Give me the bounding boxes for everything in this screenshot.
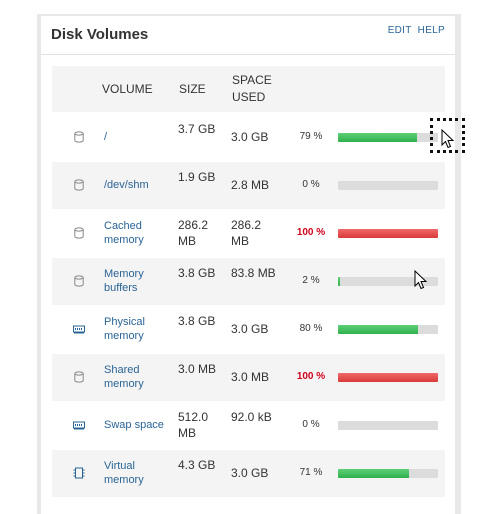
table-header: VOLUME SIZE SPACE USED xyxy=(52,66,445,113)
ram-icon xyxy=(73,419,85,431)
volume-space-used: 92.0 kB xyxy=(231,410,272,424)
volume-link[interactable]: Virtual memory xyxy=(104,460,144,486)
usage-progress-bar xyxy=(338,181,438,190)
table-row: /dev/shm 1.9 GB 2.8 MB 0 % xyxy=(52,161,445,209)
volume-link[interactable]: Shared memory xyxy=(104,364,144,390)
table-row: Shared memory 3.0 MB 3.0 MB 100 % xyxy=(52,353,445,401)
usage-progress-bar xyxy=(338,229,438,238)
column-header-volume: VOLUME xyxy=(102,82,153,96)
disk-icon xyxy=(73,131,85,143)
usage-percent: 71 % xyxy=(299,467,323,478)
table-row: Cached memory 286.2 MB 286.2 MB 100 % xyxy=(52,209,445,257)
usage-percent: 0 % xyxy=(302,419,320,430)
table-body: / 3.7 GB 3.0 GB 79 % /dev/shm 1.9 GB 2.8 MB 0 %… xyxy=(52,113,445,497)
volume-link[interactable]: Memory buffers xyxy=(104,268,144,294)
disk-volumes-panel: Disk Volumes EDIT HELP VOLUME SIZE SPACE … xyxy=(41,16,455,514)
volume-link[interactable]: /dev/shm xyxy=(104,179,149,191)
table-row: Swap space 512.0 MB 92.0 kB 0 % xyxy=(52,401,445,449)
volume-size: 1.9 GB xyxy=(178,170,216,184)
column-header-space-used: SPACE USED xyxy=(232,73,272,104)
volume-size: 512.0 MB xyxy=(178,410,209,440)
table-row: Virtual memory 4.3 GB 3.0 GB 71 % xyxy=(52,449,445,497)
volume-space-used: 83.8 MB xyxy=(231,266,276,280)
volumes-table: VOLUME SIZE SPACE USED / 3.7 GB 3.0 GB 79 %… xyxy=(52,66,445,497)
volume-space-used: 286.2 MB xyxy=(231,218,262,248)
usage-progress-bar xyxy=(338,325,438,334)
volume-space-used: 3.0 GB xyxy=(231,466,269,480)
usage-progress-fill xyxy=(338,325,418,334)
table-row: Physical memory 3.8 GB 3.0 GB 80 % xyxy=(52,305,445,353)
edit-link[interactable]: EDIT xyxy=(387,25,412,36)
mouse-cursor-icon xyxy=(441,129,455,149)
volume-link[interactable]: Swap space xyxy=(104,419,164,431)
volume-space-used: 2.8 MB xyxy=(231,178,270,192)
usage-percent: 79 % xyxy=(299,131,323,142)
usage-progress-bar xyxy=(338,277,438,286)
usage-progress-bar xyxy=(338,421,438,430)
volume-link[interactable]: Cached memory xyxy=(104,220,144,246)
usage-percent: 0 % xyxy=(302,179,320,190)
panel-title: Disk Volumes xyxy=(51,26,149,43)
volume-link[interactable]: / xyxy=(104,131,108,143)
volume-size: 3.7 GB xyxy=(178,122,216,136)
usage-progress-fill xyxy=(338,229,438,238)
chip-icon xyxy=(73,467,85,479)
volume-space-used: 3.0 MB xyxy=(231,370,270,384)
table-row: Memory buffers 3.8 GB 83.8 MB 2 % xyxy=(52,257,445,305)
table-row: / 3.7 GB 3.0 GB 79 % xyxy=(52,113,445,161)
volume-size: 3.8 GB xyxy=(178,314,216,328)
volume-link[interactable]: Physical memory xyxy=(104,316,145,342)
volume-size: 3.8 GB xyxy=(178,266,216,280)
volume-space-used: 3.0 GB xyxy=(231,322,269,336)
column-header-size: SIZE xyxy=(179,82,206,96)
usage-percent: 80 % xyxy=(299,323,323,334)
disk-icon xyxy=(73,371,85,383)
disk-icon xyxy=(73,179,85,191)
usage-progress-fill xyxy=(338,133,417,142)
ram-icon xyxy=(73,323,85,335)
usage-progress-fill xyxy=(338,373,438,382)
volume-space-used: 3.0 GB xyxy=(231,130,269,144)
usage-progress-bar xyxy=(338,373,438,382)
panel-header: Disk Volumes EDIT HELP xyxy=(41,16,455,55)
volume-size: 3.0 MB xyxy=(178,362,217,376)
usage-progress-bar xyxy=(338,133,438,142)
volume-size: 286.2 MB xyxy=(178,218,209,248)
usage-progress-fill xyxy=(338,469,409,478)
usage-percent: 100 % xyxy=(296,371,326,382)
selection-marquee xyxy=(430,118,465,153)
disk-icon xyxy=(73,227,85,239)
disk-icon xyxy=(73,275,85,287)
help-link[interactable]: HELP xyxy=(417,25,445,36)
usage-progress-bar xyxy=(338,469,438,478)
usage-percent: 100 % xyxy=(296,227,326,238)
mouse-cursor-icon xyxy=(414,270,428,290)
volume-size: 4.3 GB xyxy=(178,458,216,472)
panel-actions: EDIT HELP xyxy=(382,25,445,36)
usage-progress-fill xyxy=(338,277,340,286)
usage-percent: 2 % xyxy=(302,275,320,286)
